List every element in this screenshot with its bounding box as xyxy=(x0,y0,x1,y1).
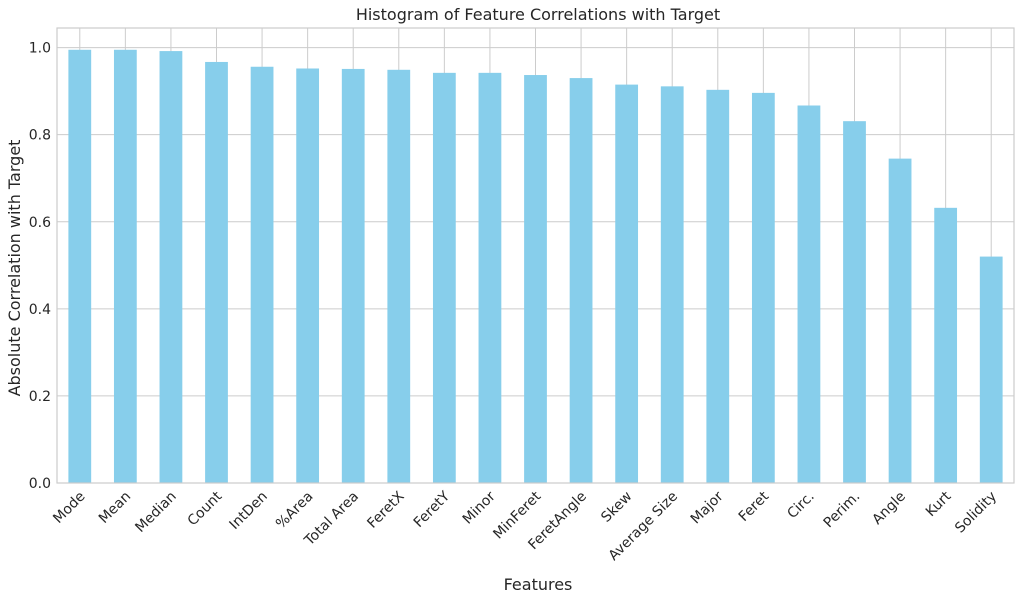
bar-average-size xyxy=(660,86,684,484)
bar-major xyxy=(706,89,730,483)
bar-angle xyxy=(888,158,912,483)
x-tick-label: Skew xyxy=(598,489,635,526)
bar-kurt xyxy=(934,207,958,483)
bar-skew xyxy=(615,84,639,483)
x-tick-label: Angle xyxy=(869,489,908,528)
bar-feretangle xyxy=(569,78,593,483)
x-tick-label: Major xyxy=(688,488,727,527)
plot-frame xyxy=(56,27,1015,484)
y-tick-label: 1.0 xyxy=(29,41,51,57)
bar-count xyxy=(205,61,228,483)
bar-solidity xyxy=(979,256,1003,483)
x-tick-label: Mode xyxy=(50,489,88,527)
bar-intden xyxy=(250,66,274,484)
bar-mean xyxy=(113,49,137,484)
bar-feret xyxy=(751,92,775,483)
bar-mode xyxy=(68,49,92,484)
bar-ferety xyxy=(432,72,456,483)
x-axis-label: Features xyxy=(504,575,573,594)
y-tick-label: 0.6 xyxy=(29,215,51,231)
x-tick-label: Minor xyxy=(460,488,499,527)
chart-title: Histogram of Feature Correlations with T… xyxy=(356,5,720,24)
x-tick-label: Mean xyxy=(96,489,134,527)
bar-minor xyxy=(478,72,502,483)
bar-circ xyxy=(797,105,821,484)
x-tick-label: Median xyxy=(132,489,179,536)
y-tick-label: 0.8 xyxy=(29,128,51,144)
bar-total-area xyxy=(341,68,365,484)
x-tick-label: IntDen xyxy=(227,489,271,533)
bar-minferet xyxy=(524,75,547,483)
x-tick-label: Perim. xyxy=(821,489,864,532)
x-tick-label: Count xyxy=(185,488,226,529)
y-tick-label: 0.0 xyxy=(29,476,51,492)
bars xyxy=(68,49,1003,484)
bar-median xyxy=(159,51,183,484)
x-tick-label: Feret xyxy=(736,488,773,525)
y-axis-label: Absolute Correlation with Target xyxy=(5,140,24,397)
x-tick-label: %Area xyxy=(273,489,317,533)
bar-perim xyxy=(843,121,866,483)
bar-feretx xyxy=(387,69,411,483)
x-tick-label: Solidity xyxy=(952,489,1000,537)
x-tick-label: FeretY xyxy=(411,488,454,531)
x-tick-label: Kurt xyxy=(923,488,955,520)
y-ticks: 0.0 0.2 0.4 0.6 0.8 1.0 xyxy=(29,41,51,492)
bar-area xyxy=(296,68,320,483)
x-tick-label: FeretX xyxy=(364,488,407,531)
x-tick-label: Circ. xyxy=(784,489,817,522)
y-tick-label: 0.2 xyxy=(29,389,51,405)
y-tick-label: 0.4 xyxy=(29,302,51,318)
